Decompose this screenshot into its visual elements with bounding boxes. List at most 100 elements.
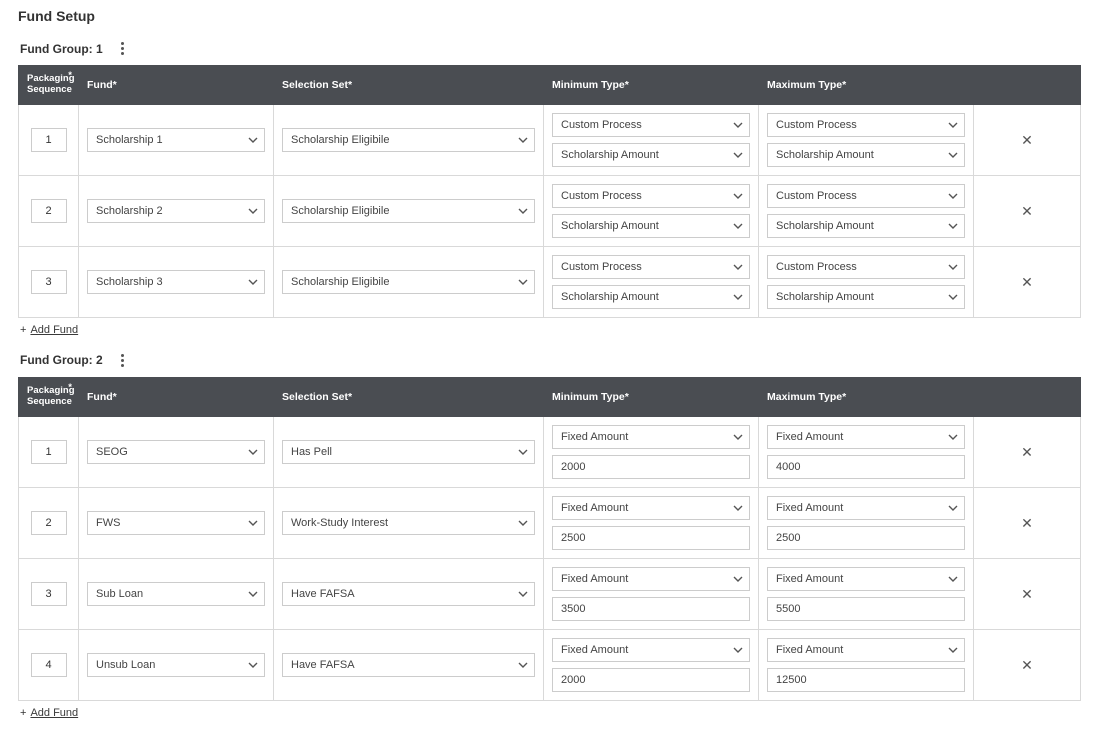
remove-row-button[interactable]: ✕ [1017,200,1037,222]
selection-set-select[interactable]: Have FAFSA [282,653,535,677]
remove-row-button[interactable]: ✕ [1017,512,1037,534]
chevron-down-icon [248,447,258,457]
maximum-value-input[interactable] [767,597,965,621]
minimum-value-input[interactable] [552,597,750,621]
chevron-down-icon [948,574,958,584]
fund-select-value: Scholarship 2 [96,205,163,217]
minimum-type-select-value: Fixed Amount [561,573,628,585]
minimum-type-select[interactable]: Custom Process [552,255,750,279]
packaging-sequence-input[interactable] [31,440,67,464]
minimum-type-select-value: Custom Process [561,261,642,273]
minimum-value-input[interactable] [552,526,750,550]
minimum-type-select[interactable]: Custom Process [552,184,750,208]
col-minimum-type: Minimum Type* [544,66,759,105]
remove-row-button[interactable]: ✕ [1017,583,1037,605]
minimum-value-input[interactable] [552,455,750,479]
selection-set-select[interactable]: Work-Study Interest [282,511,535,535]
packaging-sequence-input[interactable] [31,511,67,535]
minimum-type-select[interactable]: Fixed Amount [552,638,750,662]
minimum-type-select[interactable]: Fixed Amount [552,567,750,591]
minimum-type-select[interactable]: Custom Process [552,113,750,137]
packaging-sequence-input[interactable] [31,270,67,294]
remove-row-button[interactable]: ✕ [1017,129,1037,151]
close-icon: ✕ [1021,132,1033,148]
close-icon: ✕ [1021,657,1033,673]
maximum-type-select[interactable]: Fixed Amount [767,567,965,591]
packaging-sequence-input[interactable] [31,128,67,152]
minimum-value-input[interactable] [552,668,750,692]
col-maximum-type: Maximum Type* [759,377,974,416]
minimum-type-select[interactable]: Fixed Amount [552,496,750,520]
selection-set-select[interactable]: Scholarship Eligibile [282,270,535,294]
more-icon[interactable] [117,350,128,371]
selection-set-select[interactable]: Have FAFSA [282,582,535,606]
chevron-down-icon [733,191,743,201]
packaging-sequence-input[interactable] [31,653,67,677]
maximum-value-input[interactable] [767,455,965,479]
col-packaging-sequence: Packaging Sequence* [19,377,79,416]
fund-select-value: Scholarship 1 [96,134,163,146]
add-fund-link[interactable]: Add Fund [30,324,78,336]
selection-set-select[interactable]: Scholarship Eligibile [282,128,535,152]
selection-set-select[interactable]: Scholarship Eligibile [282,199,535,223]
plus-icon: + [20,324,26,336]
fund-select[interactable]: Scholarship 2 [87,199,265,223]
chevron-down-icon [948,150,958,160]
more-icon[interactable] [117,38,128,59]
maximum-type-select-value: Fixed Amount [776,573,843,585]
chevron-down-icon [248,277,258,287]
chevron-down-icon [948,262,958,272]
maximum-type-select[interactable]: Custom Process [767,113,965,137]
fund-select[interactable]: FWS [87,511,265,535]
maximum-type-select-value: Fixed Amount [776,644,843,656]
maximum-value-input[interactable] [767,668,965,692]
selection-set-select-value: Work-Study Interest [291,517,388,529]
col-selection-set: Selection Set* [274,377,544,416]
selection-set-select[interactable]: Has Pell [282,440,535,464]
minimum-value-select[interactable]: Scholarship Amount [552,285,750,309]
fund-select[interactable]: SEOG [87,440,265,464]
fund-group-title: Fund Group: 2 [20,353,103,367]
remove-row-button[interactable]: ✕ [1017,271,1037,293]
selection-set-select-value: Has Pell [291,446,332,458]
selection-set-select-value: Scholarship Eligibile [291,276,389,288]
minimum-value-select[interactable]: Scholarship Amount [552,214,750,238]
packaging-sequence-input[interactable] [31,199,67,223]
fund-select-value: Scholarship 3 [96,276,163,288]
table-row: Sub Loan Have FAFSA Fixed Amount Fixed A… [19,558,1081,629]
maximum-value-select[interactable]: Scholarship Amount [767,143,965,167]
selection-set-select-value: Scholarship Eligibile [291,205,389,217]
add-fund-link[interactable]: Add Fund [30,707,78,719]
maximum-type-select[interactable]: Fixed Amount [767,496,965,520]
chevron-down-icon [733,262,743,272]
page-title: Fund Setup [18,8,1081,24]
minimum-type-select-value: Fixed Amount [561,502,628,514]
remove-row-button[interactable]: ✕ [1017,654,1037,676]
maximum-value-input[interactable] [767,526,965,550]
maximum-type-select[interactable]: Custom Process [767,255,965,279]
chevron-down-icon [733,292,743,302]
remove-row-button[interactable]: ✕ [1017,441,1037,463]
packaging-sequence-input[interactable] [31,582,67,606]
maximum-value-select[interactable]: Scholarship Amount [767,214,965,238]
chevron-down-icon [733,503,743,513]
fund-select[interactable]: Scholarship 3 [87,270,265,294]
minimum-type-select[interactable]: Fixed Amount [552,425,750,449]
minimum-value-select[interactable]: Scholarship Amount [552,143,750,167]
maximum-type-select[interactable]: Fixed Amount [767,638,965,662]
maximum-value-select[interactable]: Scholarship Amount [767,285,965,309]
minimum-type-select-value: Custom Process [561,119,642,131]
chevron-down-icon [733,645,743,655]
chevron-down-icon [948,432,958,442]
fund-select[interactable]: Sub Loan [87,582,265,606]
chevron-down-icon [518,447,528,457]
chevron-down-icon [733,574,743,584]
fund-select[interactable]: Scholarship 1 [87,128,265,152]
fund-select[interactable]: Unsub Loan [87,653,265,677]
table-row: Scholarship 3 Scholarship Eligibile Cust… [19,246,1081,317]
chevron-down-icon [733,221,743,231]
maximum-type-select[interactable]: Custom Process [767,184,965,208]
plus-icon: + [20,707,26,719]
maximum-type-select[interactable]: Fixed Amount [767,425,965,449]
table-row: SEOG Has Pell Fixed Amount Fixed Amount … [19,416,1081,487]
